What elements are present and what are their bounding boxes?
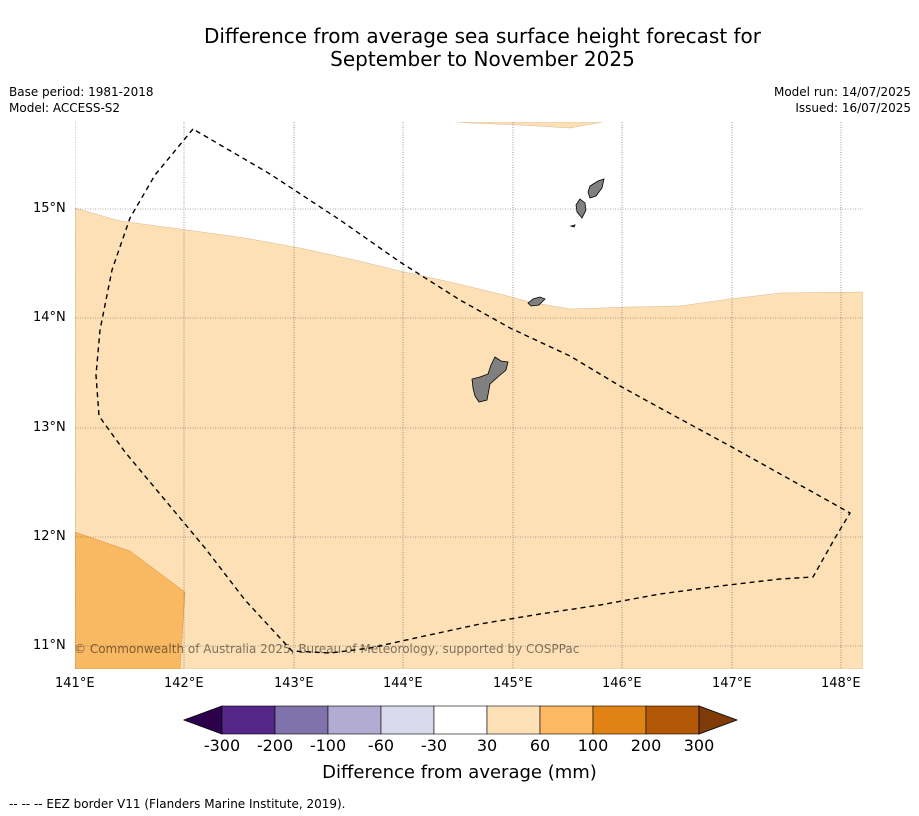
- colorbar-label: Difference from average (mm): [322, 762, 597, 783]
- lon-label-144e: 144°E: [383, 676, 423, 691]
- colorbar-tick: -30: [420, 736, 448, 755]
- lat-label-14n: 14°N: [33, 310, 66, 325]
- guam-island: [471, 356, 509, 403]
- lon-label-143e: 143°E: [274, 676, 314, 691]
- lon-label-142e: 142°E: [164, 676, 204, 691]
- rota-island: [527, 296, 546, 307]
- copyright-notice: © Commonwealth of Australia 2025, Bureau…: [74, 642, 580, 656]
- lon-label-141e: 141°E: [55, 676, 95, 691]
- colorbar-extend-high: [698, 705, 739, 735]
- lon-label-146e: 146°E: [602, 676, 642, 691]
- colorbar-segment: [486, 705, 541, 735]
- issued-label: Issued: 16/07/2025: [795, 101, 911, 115]
- saipan-island: [587, 178, 605, 199]
- eez-footnote: -- -- -- EEZ border V11 (Flanders Marine…: [9, 797, 346, 811]
- base-period-label: Base period: 1981-2018: [9, 85, 154, 99]
- lon-label-145e: 145°E: [493, 676, 533, 691]
- lon-label-147e: 147°E: [712, 676, 752, 691]
- model-label: Model: ACCESS-S2: [9, 101, 121, 115]
- colorbar-segment: [539, 705, 594, 735]
- colorbar-extend-low: [182, 705, 223, 735]
- colorbar-tick: 30: [476, 736, 498, 755]
- colorbar-tick: -200: [256, 736, 294, 755]
- sea-height-band-30-60: [75, 207, 863, 669]
- lat-label-12n: 12°N: [33, 529, 66, 544]
- lat-label-13n: 13°N: [33, 420, 66, 435]
- eez-border: [95, 128, 851, 654]
- map-title-line-1: Difference from average sea surface heig…: [203, 24, 762, 48]
- colorbar-segment: [327, 705, 382, 735]
- sea-height-band-30-60-north: [456, 122, 603, 129]
- lat-label-11n: 11°N: [33, 638, 66, 653]
- colorbar-tick: 60: [529, 736, 551, 755]
- colorbar-segment: [592, 705, 647, 735]
- lat-label-15n: 15°N: [33, 201, 66, 216]
- colorbar-segment: [380, 705, 435, 735]
- lon-label-148e: 148°E: [821, 676, 861, 691]
- colorbar: [182, 705, 739, 735]
- colorbar-tick: -300: [203, 736, 241, 755]
- colorbar-segment: [274, 705, 329, 735]
- colorbar-tick: 300: [683, 736, 715, 755]
- colorbar-segment: [221, 705, 276, 735]
- model-run-label: Model run: 14/07/2025: [773, 85, 911, 99]
- graticule: [75, 122, 863, 669]
- tinian-island: [575, 198, 587, 219]
- colorbar-segment: [433, 705, 488, 735]
- colorbar-tick: 100: [577, 736, 609, 755]
- colorbar-segment: [645, 705, 700, 735]
- map-title-line-2: September to November 2025: [330, 47, 635, 71]
- colorbar-tick: -100: [309, 736, 347, 755]
- colorbar-tick: -60: [367, 736, 395, 755]
- aguijan-islet: [569, 224, 576, 228]
- land-masses: [471, 178, 605, 403]
- sea-height-band-60-100: [75, 531, 186, 669]
- colorbar-tick: 200: [630, 736, 662, 755]
